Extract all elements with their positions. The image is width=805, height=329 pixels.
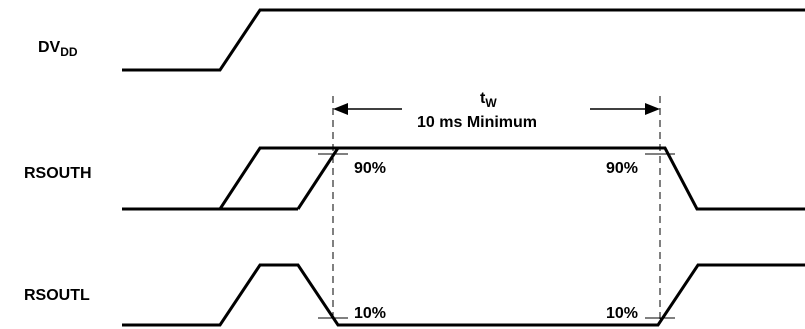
rsoutl-waveform xyxy=(122,263,805,327)
tw-arrowhead-right xyxy=(645,103,660,115)
tw-symbol-sub: W xyxy=(485,96,497,110)
threshold-10-left: 10% xyxy=(354,305,386,322)
tw-symbol: tW xyxy=(480,90,497,110)
rsouth-rising-edge xyxy=(296,147,340,210)
dvdd-label-sub: DD xyxy=(60,45,78,59)
dvdd-label: DVDD xyxy=(38,39,78,59)
dvdd-waveform xyxy=(122,8,805,72)
tw-symbol-main: t xyxy=(480,90,486,107)
rsouth-waveform xyxy=(122,146,805,211)
tw-caption: 10 ms Minimum xyxy=(417,114,537,131)
threshold-10-right: 10% xyxy=(606,305,638,322)
threshold-90-right: 90% xyxy=(606,160,638,177)
rsouth-label: RSOUTH xyxy=(24,165,92,182)
threshold-90-left: 90% xyxy=(354,160,386,177)
tw-arrowhead-left xyxy=(333,103,348,115)
rsoutl-label: RSOUTL xyxy=(24,287,90,304)
dvdd-label-main: DV xyxy=(38,39,61,56)
